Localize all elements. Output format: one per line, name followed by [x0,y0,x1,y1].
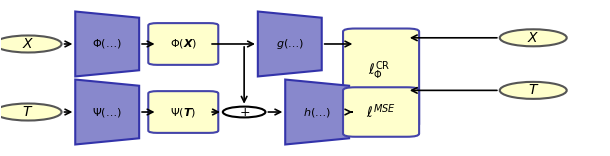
Circle shape [223,107,265,117]
Polygon shape [75,12,139,76]
Text: $T$: $T$ [23,105,34,119]
Text: $\Psi(\boldsymbol{T})$: $\Psi(\boldsymbol{T})$ [170,105,196,119]
Text: $\Phi(\boldsymbol{X})$: $\Phi(\boldsymbol{X})$ [170,37,197,51]
Polygon shape [285,80,349,144]
Circle shape [500,29,567,46]
Polygon shape [75,80,139,144]
Text: $X$: $X$ [527,31,539,45]
FancyBboxPatch shape [148,91,218,133]
Text: $g(\ldots)$: $g(\ldots)$ [276,37,304,51]
Text: $\Psi(\ldots)$: $\Psi(\ldots)$ [92,105,122,119]
Text: $+$: $+$ [239,105,249,119]
Circle shape [0,104,62,121]
Text: $X$: $X$ [22,37,34,51]
FancyBboxPatch shape [148,23,218,65]
Text: $\Phi(\ldots)$: $\Phi(\ldots)$ [92,37,122,51]
Text: $\ell^{MSE}$: $\ell^{MSE}$ [366,103,396,121]
FancyBboxPatch shape [343,87,419,137]
Polygon shape [258,12,321,76]
Circle shape [500,82,567,99]
Circle shape [0,35,62,52]
FancyBboxPatch shape [343,29,419,127]
Text: $\ell_{\Phi}^{\mathrm{CR}}$: $\ell_{\Phi}^{\mathrm{CR}}$ [368,59,390,82]
Text: $T$: $T$ [528,83,539,97]
Text: $h(\ldots)$: $h(\ldots)$ [303,105,331,119]
